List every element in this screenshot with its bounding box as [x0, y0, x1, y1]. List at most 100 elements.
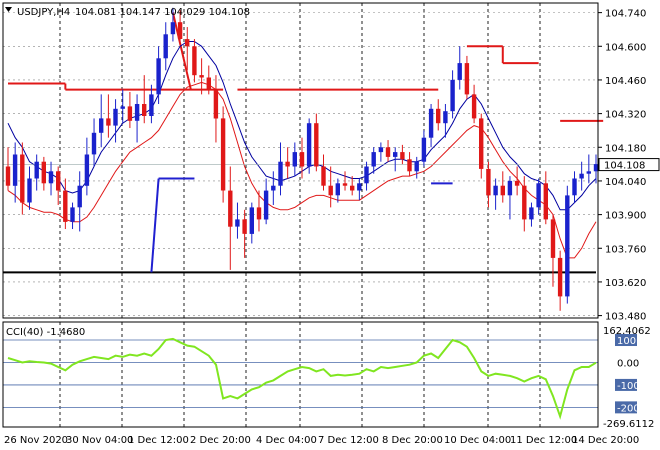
candle-body[interactable] — [192, 46, 197, 76]
candle-body[interactable] — [70, 207, 75, 222]
candle-body[interactable] — [565, 195, 570, 297]
candle-body[interactable] — [371, 152, 376, 167]
candle-body[interactable] — [572, 178, 577, 196]
candle-body[interactable] — [242, 219, 247, 234]
candle-body[interactable] — [400, 152, 405, 160]
candle-body[interactable] — [414, 161, 419, 172]
candle-body[interactable] — [106, 118, 111, 126]
candle-body[interactable] — [450, 79, 455, 112]
candle-body[interactable] — [63, 190, 68, 222]
cci-level-box — [615, 378, 637, 391]
candle-body[interactable] — [443, 111, 448, 124]
candle-body[interactable] — [306, 123, 312, 167]
price-axis-label: 103.760 — [605, 244, 646, 255]
candle-body[interactable] — [256, 207, 262, 220]
candle-body[interactable] — [120, 106, 125, 109]
candle-body[interactable] — [99, 118, 104, 133]
time-axis-label: 14 Dec 20:00 — [572, 435, 639, 446]
candle-body[interactable] — [507, 180, 513, 196]
time-axis-label: 26 Nov 2020 — [4, 435, 68, 446]
candle-body[interactable] — [263, 190, 269, 220]
candle-body[interactable] — [206, 77, 211, 90]
candle-body[interactable] — [213, 89, 219, 119]
candle-body[interactable] — [522, 185, 527, 220]
candle-body[interactable] — [543, 183, 548, 220]
candle-body[interactable] — [335, 183, 340, 196]
candle-body[interactable] — [271, 185, 276, 191]
candle-body[interactable] — [479, 118, 484, 169]
candle-body[interactable] — [593, 164, 599, 172]
candle-body[interactable] — [77, 185, 82, 208]
candle-body[interactable] — [84, 154, 90, 186]
candle-body[interactable] — [48, 171, 54, 184]
candle-body[interactable] — [228, 190, 233, 227]
dropdown-triangle-icon[interactable] — [5, 7, 12, 12]
candle-body[interactable] — [91, 132, 97, 155]
current-price-box — [598, 158, 660, 172]
candle-body[interactable] — [342, 183, 348, 186]
candle-body[interactable] — [457, 63, 462, 80]
candle-body[interactable] — [500, 185, 505, 196]
candle-body[interactable] — [185, 39, 190, 47]
candle-body[interactable] — [285, 161, 290, 167]
candle-body[interactable] — [235, 219, 240, 227]
candle-body[interactable] — [292, 152, 297, 167]
candle-body[interactable] — [385, 147, 391, 157]
candle-body[interactable] — [156, 58, 161, 95]
candle-body[interactable] — [163, 34, 168, 59]
candle-body[interactable] — [5, 166, 11, 186]
candle-body[interactable] — [357, 183, 362, 191]
candle-body[interactable] — [321, 166, 326, 186]
candle-body[interactable] — [471, 94, 477, 119]
candle-body[interactable] — [27, 178, 32, 203]
time-axis-label: 30 Nov 04:00 — [66, 435, 133, 446]
candle-body[interactable] — [177, 22, 183, 39]
candle-body[interactable] — [199, 75, 204, 78]
candle-body[interactable] — [56, 171, 61, 191]
candle-body[interactable] — [278, 161, 283, 186]
stop-step-line — [150, 178, 160, 273]
candle-body[interactable] — [127, 106, 133, 121]
candle-body[interactable] — [20, 154, 25, 203]
price-axis-label: 104.600 — [605, 42, 646, 53]
candle-body[interactable] — [220, 118, 226, 191]
candle-body[interactable] — [464, 63, 470, 95]
cci-level-label: 100 — [617, 336, 636, 347]
candle-body[interactable] — [579, 173, 584, 179]
candle-body[interactable] — [350, 185, 355, 191]
candle-body[interactable] — [328, 185, 333, 196]
candle-body[interactable] — [586, 171, 591, 174]
candle-body[interactable] — [557, 257, 563, 297]
candle-body[interactable] — [493, 185, 498, 196]
candle-body[interactable] — [536, 183, 541, 208]
candle-body[interactable] — [550, 219, 556, 258]
candle-body[interactable] — [34, 161, 39, 179]
candle-body[interactable] — [41, 161, 46, 184]
time-axis-label: 1 Dec 12:00 — [128, 435, 189, 446]
price-axis-label: 104.040 — [605, 177, 646, 188]
candle-body[interactable] — [393, 152, 398, 157]
candle-body[interactable] — [249, 207, 254, 234]
candle-body[interactable] — [170, 22, 176, 35]
candle-body[interactable] — [436, 108, 441, 124]
candle-body[interactable] — [421, 137, 427, 162]
candle-body[interactable] — [428, 108, 434, 138]
candle-body[interactable] — [149, 94, 154, 116]
candle-body[interactable] — [142, 104, 147, 116]
candle-body[interactable] — [364, 166, 369, 184]
candle-body[interactable] — [113, 108, 118, 126]
cci-level-label: -200 — [617, 403, 640, 414]
current-price-label: 104.108 — [604, 161, 645, 172]
candle-body[interactable] — [378, 147, 384, 153]
candle-body[interactable] — [134, 104, 140, 121]
candle-body[interactable] — [407, 159, 412, 172]
time-axis-label: 2 Dec 20:00 — [190, 435, 251, 446]
candle-body[interactable] — [529, 207, 534, 220]
candle-body[interactable] — [314, 123, 319, 167]
price-axis-label: 103.480 — [605, 312, 646, 323]
candle-body[interactable] — [514, 180, 520, 186]
candle-body[interactable] — [299, 152, 305, 167]
candle-body[interactable] — [486, 168, 491, 196]
candle-body[interactable] — [12, 154, 18, 186]
